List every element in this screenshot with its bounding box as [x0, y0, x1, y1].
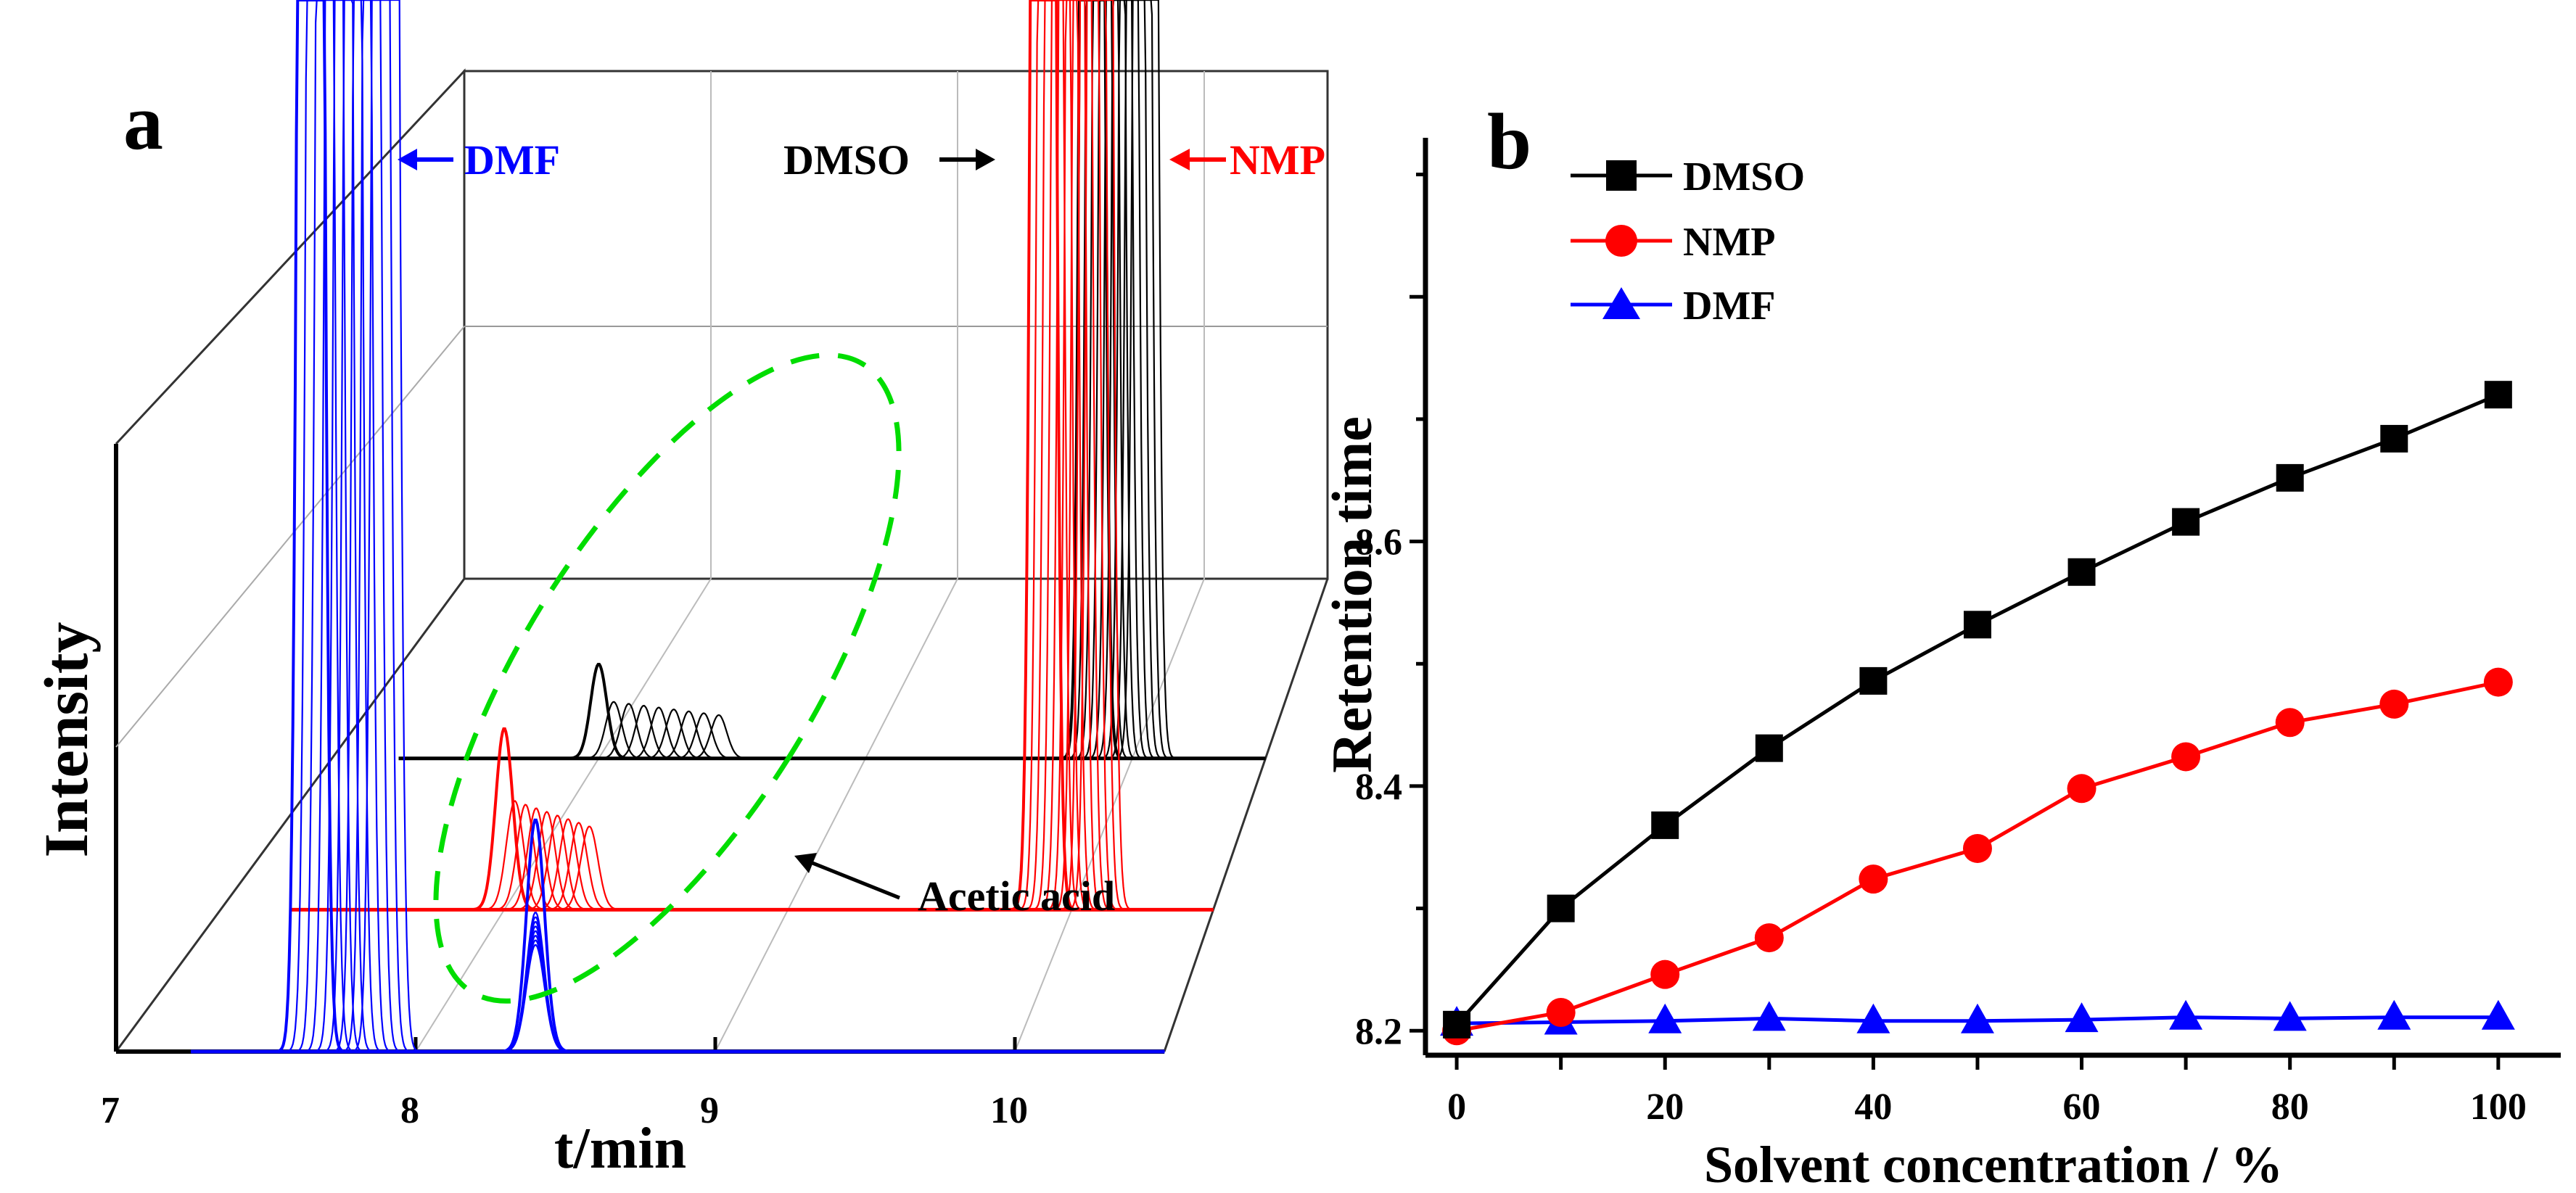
chromatogram-trace-dmso — [398, 0, 1265, 760]
dmso-label: DMSO — [783, 136, 910, 183]
panel-a-xlabel: t/min — [554, 1117, 686, 1181]
right-floor-edge — [1163, 578, 1329, 1052]
y-tick-label: 8.4 — [1355, 767, 1402, 808]
y-tick-label: 8.2 — [1355, 1011, 1402, 1052]
panel-b-label: b — [1487, 97, 1531, 186]
data-point-nmp — [2483, 667, 2513, 697]
data-point-dmso — [2484, 381, 2512, 409]
panel-b-ylabel: Retention time — [1320, 416, 1383, 773]
legend-label-dmf: DMF — [1683, 284, 1776, 329]
data-point-dmf — [1856, 1003, 1890, 1033]
chromatogram-trace-nmp — [291, 0, 1214, 911]
data-point-dmso — [1963, 611, 1991, 639]
tick-label: 7 — [101, 1090, 120, 1131]
acetic-arrow — [808, 859, 900, 900]
data-point-nmp — [2275, 708, 2305, 738]
chromatogram-trace-dmso — [398, 0, 1265, 759]
chromatogram-trace-dmso — [398, 0, 1265, 759]
data-point-dmf — [2065, 1002, 2099, 1033]
data-point-nmp — [2379, 689, 2409, 719]
data-point-dmso — [2172, 508, 2200, 536]
dmf-arrowhead — [398, 149, 417, 170]
floor-gridline — [415, 578, 712, 1052]
chromatogram-trace-nmp — [291, 0, 1214, 911]
chromatogram-trace-dmso — [398, 0, 1265, 759]
data-point-dmso — [2276, 463, 2304, 492]
panel-b-xlabel: Solvent concentration / % — [1704, 1136, 2283, 1193]
left-grid — [115, 326, 465, 748]
series-line-dmso — [1455, 392, 2499, 1026]
panel-a-traces — [191, 0, 1266, 1054]
data-point-dmf — [2273, 1001, 2307, 1031]
chromatogram-trace-nmp — [291, 0, 1214, 912]
data-point-dmf — [2377, 999, 2411, 1030]
chromatogram-trace-dmso — [398, 0, 1265, 759]
legend-label-dmso: DMSO — [1683, 154, 1805, 199]
chromatogram-trace-dmso — [398, 0, 1265, 759]
acetic-arrowhead — [794, 853, 817, 873]
floor-gridline — [715, 578, 958, 1052]
dmso-arrowhead — [976, 149, 995, 170]
data-point-dmf — [1960, 1003, 1994, 1033]
data-point-nmp — [1859, 864, 1888, 894]
data-point-dmso — [1547, 894, 1575, 922]
x-tick-label: 20 — [1646, 1086, 1684, 1128]
tick-label: 8 — [400, 1090, 419, 1131]
panel-a-floor-grid — [413, 71, 1205, 1052]
panel-a-annotations: DMF DMSO NMP Acetic acid — [398, 136, 1325, 920]
acetic-label: Acetic acid — [918, 872, 1115, 920]
panel-a-ylabel: Intensity — [31, 622, 101, 858]
data-point-dmso — [1651, 811, 1679, 839]
x-tick-label: 100 — [2470, 1086, 2527, 1128]
left-wall — [115, 68, 466, 1052]
data-point-dmso — [1859, 666, 1888, 695]
panel-b-series — [1440, 381, 2515, 1046]
nmp-label: NMP — [1230, 136, 1325, 183]
panel-a: a 7 8 9 10 t/min Intensity — [31, 0, 1329, 1181]
y-tick-label: 8.6 — [1355, 522, 1402, 564]
legend: DMSO NMP DMF — [1571, 154, 1805, 329]
legend-marker-nmp — [1605, 225, 1637, 257]
panel-b: b 0 20 40 60 80 100 8.2 8.4 8.6 DMSO NMP DMF Sol… — [1320, 97, 2561, 1193]
legend-marker-dmso — [1606, 160, 1637, 191]
panel-a-label: a — [123, 78, 163, 166]
chromatogram-trace-dmso — [398, 0, 1265, 759]
tick-label: 10 — [990, 1090, 1028, 1131]
dmf-label: DMF — [464, 136, 560, 183]
tick-label: 9 — [700, 1090, 719, 1131]
x-tick-label: 40 — [1854, 1086, 1892, 1128]
data-point-nmp — [1546, 997, 1576, 1027]
data-point-dmso — [2380, 424, 2408, 453]
x-tick-label: 0 — [1447, 1086, 1466, 1128]
data-point-nmp — [2171, 742, 2201, 772]
floor-gridline — [1014, 578, 1205, 1052]
chromatogram-trace-nmp — [291, 0, 1214, 911]
chromatogram-trace-nmp — [291, 0, 1214, 911]
data-point-nmp — [2067, 774, 2096, 804]
data-point-dmf — [2481, 999, 2515, 1030]
legend-label-nmp: NMP — [1683, 220, 1776, 265]
chromatogram-trace-nmp — [291, 0, 1214, 911]
x-tick-label: 60 — [2063, 1086, 2101, 1128]
chromatogram-trace-dmso — [398, 0, 1265, 759]
panel-b-axes: 0 20 40 60 80 100 8.2 8.4 8.6 — [1355, 173, 2527, 1128]
data-point-nmp — [1650, 959, 1680, 989]
chromatogram-trace-nmp — [291, 0, 1214, 911]
nmp-arrowhead — [1169, 149, 1190, 170]
chromatogram-trace-dmso — [398, 0, 1265, 759]
data-point-dmso — [1755, 734, 1783, 762]
data-point-dmf — [2169, 999, 2203, 1030]
data-point-dmso — [1443, 1010, 1471, 1039]
data-point-dmf — [1648, 1003, 1682, 1033]
acetic-acid-ellipse — [433, 352, 902, 1004]
data-point-nmp — [1754, 923, 1784, 953]
data-point-dmso — [2067, 558, 2096, 586]
x-tick-label: 80 — [2271, 1086, 2309, 1128]
data-point-dmf — [1752, 1001, 1786, 1031]
chromatogram-trace-nmp — [291, 0, 1214, 911]
legend-marker-dmf — [1602, 287, 1640, 319]
chromatogram-trace-nmp — [291, 0, 1214, 911]
data-point-nmp — [1962, 833, 1992, 863]
